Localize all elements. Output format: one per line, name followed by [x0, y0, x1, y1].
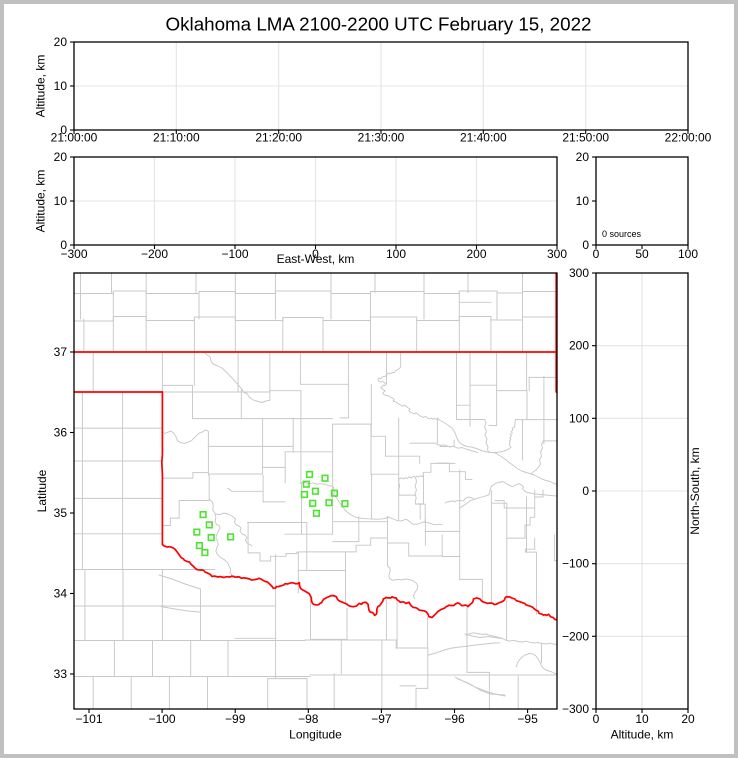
- svg-text:20: 20: [576, 150, 590, 164]
- svg-text:20: 20: [54, 35, 68, 49]
- svg-text:50: 50: [635, 247, 649, 261]
- svg-text:33: 33: [54, 667, 68, 681]
- svg-text:−99: −99: [225, 712, 246, 726]
- svg-text:−200: −200: [562, 629, 589, 643]
- svg-text:20: 20: [681, 712, 695, 726]
- svg-text:200: 200: [569, 339, 589, 353]
- svg-text:Altitude, km: Altitude, km: [611, 728, 674, 742]
- svg-text:21:10:00: 21:10:00: [153, 131, 200, 145]
- svg-text:21:00:00: 21:00:00: [51, 131, 98, 145]
- svg-text:100: 100: [569, 411, 589, 425]
- svg-text:Longitude: Longitude: [289, 728, 342, 742]
- svg-text:0: 0: [312, 247, 319, 261]
- svg-text:−200: −200: [141, 247, 168, 261]
- svg-text:36: 36: [54, 426, 68, 440]
- svg-text:−300: −300: [60, 247, 87, 261]
- svg-text:300: 300: [547, 247, 567, 261]
- svg-text:Altitude, km: Altitude, km: [34, 55, 48, 118]
- svg-text:10: 10: [576, 194, 590, 208]
- svg-text:−100: −100: [221, 247, 248, 261]
- svg-text:20: 20: [54, 150, 68, 164]
- svg-text:Altitude, km: Altitude, km: [34, 170, 48, 233]
- svg-text:200: 200: [466, 247, 486, 261]
- svg-text:100: 100: [678, 247, 698, 261]
- svg-text:North-South, km: North-South, km: [688, 447, 702, 534]
- svg-text:22:00:00: 22:00:00: [665, 131, 712, 145]
- svg-text:34: 34: [54, 587, 68, 601]
- svg-text:37: 37: [54, 345, 68, 359]
- svg-text:0: 0: [60, 238, 67, 252]
- svg-text:0 sources: 0 sources: [602, 229, 642, 239]
- svg-text:−97: −97: [371, 712, 392, 726]
- svg-text:0: 0: [593, 712, 600, 726]
- svg-text:−95: −95: [517, 712, 538, 726]
- svg-text:10: 10: [54, 79, 68, 93]
- svg-text:Latitude: Latitude: [35, 469, 49, 512]
- svg-text:100: 100: [386, 247, 406, 261]
- svg-text:300: 300: [569, 266, 589, 280]
- svg-text:−98: −98: [298, 712, 319, 726]
- svg-text:East-West, km: East-West, km: [277, 252, 355, 266]
- svg-text:10: 10: [635, 712, 649, 726]
- svg-text:0: 0: [582, 484, 589, 498]
- svg-text:−100: −100: [562, 557, 589, 571]
- svg-text:10: 10: [54, 194, 68, 208]
- svg-text:−300: −300: [562, 702, 589, 716]
- svg-text:0: 0: [593, 247, 600, 261]
- svg-text:0: 0: [582, 238, 589, 252]
- svg-text:21:50:00: 21:50:00: [562, 131, 609, 145]
- svg-text:−96: −96: [444, 712, 465, 726]
- svg-text:21:20:00: 21:20:00: [255, 131, 302, 145]
- svg-text:21:30:00: 21:30:00: [358, 131, 405, 145]
- svg-text:21:40:00: 21:40:00: [460, 131, 507, 145]
- svg-text:−100: −100: [149, 712, 176, 726]
- svg-text:Oklahoma LMA 2100-2200 UTC Feb: Oklahoma LMA 2100-2200 UTC February 15, …: [166, 14, 592, 35]
- svg-text:35: 35: [54, 506, 68, 520]
- svg-text:0: 0: [60, 123, 67, 137]
- svg-text:−101: −101: [75, 712, 102, 726]
